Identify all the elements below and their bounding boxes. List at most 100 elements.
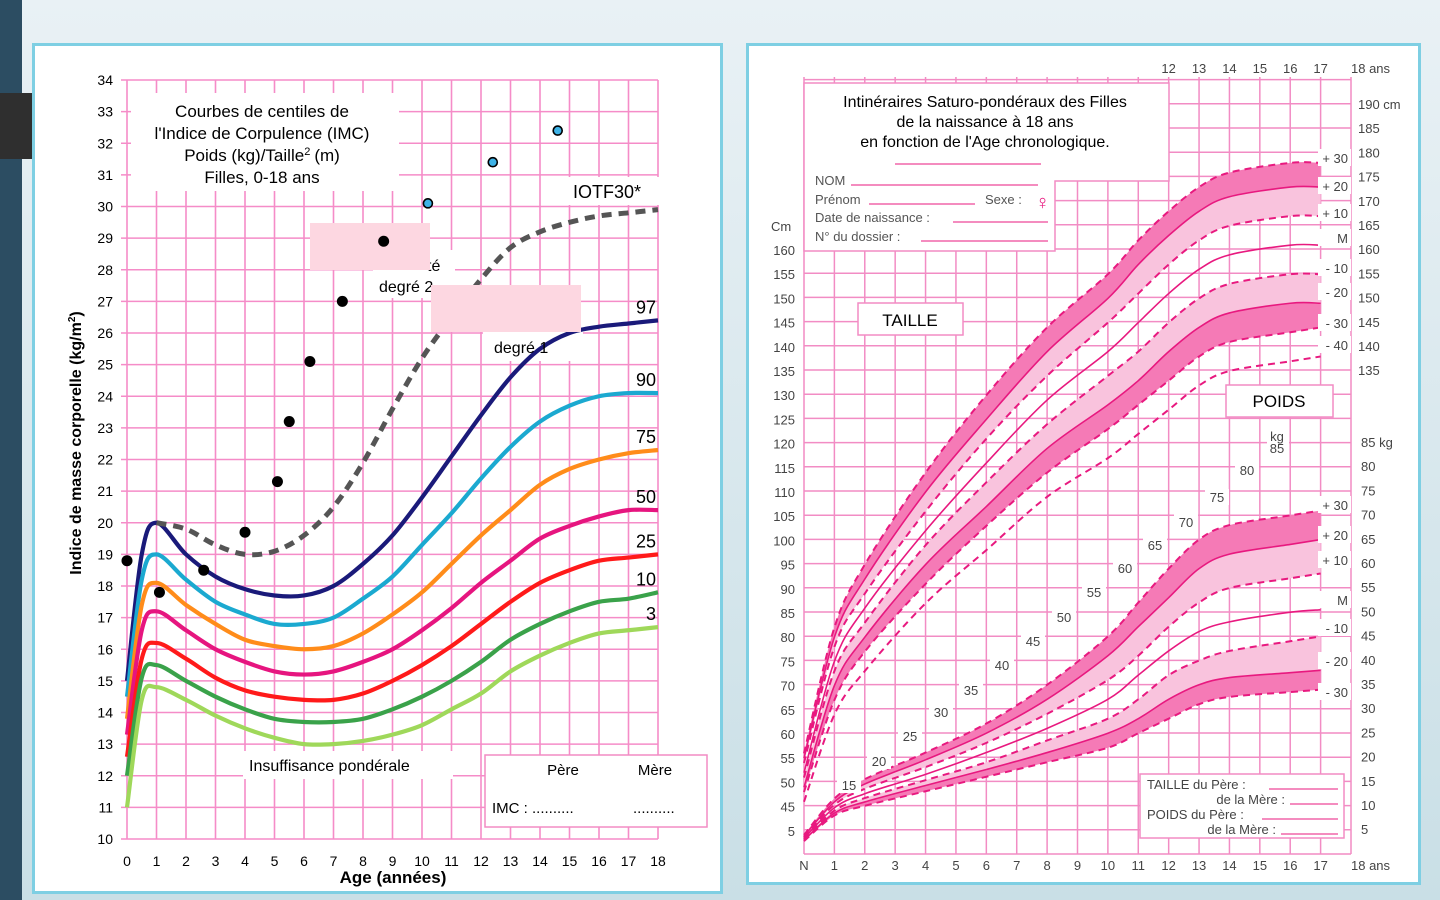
y-right-height-tick: 170 bbox=[1358, 194, 1380, 209]
y-right-weight-tick: 10 bbox=[1361, 798, 1375, 813]
y-right-height-tick: 150 bbox=[1358, 291, 1380, 306]
y-tick-label: 20 bbox=[97, 515, 113, 531]
x-tick-bottom: 5 bbox=[952, 858, 959, 873]
y-tick-label: 31 bbox=[97, 167, 113, 183]
x-tick-label: 17 bbox=[621, 853, 637, 869]
obesity-partial-label: té bbox=[427, 258, 440, 275]
bmi-parents-box bbox=[484, 754, 708, 828]
x-tick-bottom: 17 bbox=[1313, 858, 1327, 873]
growth-title-line-1: Intinéraires Saturo-pondéraux des Filles bbox=[843, 94, 1127, 111]
y-right-height-tick: 140 bbox=[1358, 339, 1380, 354]
bmi-curve-IOTF30 bbox=[155, 207, 659, 558]
x-tick-label: 3 bbox=[212, 853, 220, 869]
poids-box bbox=[1225, 384, 1334, 418]
weight-sd-label: + 30 bbox=[1322, 498, 1348, 513]
y-right-weight-tick: 5 bbox=[1361, 822, 1368, 837]
inner-weight-label: 75 bbox=[1210, 490, 1224, 505]
growth-title-line-2: de la naissance à 18 ans bbox=[896, 114, 1073, 131]
bmi-centile-label: 3 bbox=[646, 604, 656, 624]
y-right-weight-tick: 20 bbox=[1361, 750, 1375, 765]
inner-weight-bg bbox=[1205, 489, 1229, 505]
bmi-centile-label: 75 bbox=[636, 427, 656, 447]
patient-point-blue bbox=[552, 125, 564, 136]
redaction-box-1 bbox=[310, 223, 430, 270]
y-right-weight-tick: 65 bbox=[1361, 532, 1375, 547]
form-dossier-label: N° du dossier : bbox=[815, 229, 900, 244]
y-right-height-tick: 165 bbox=[1358, 218, 1380, 233]
weight-band-plus30-plus20 bbox=[804, 510, 1321, 837]
y-left-tick: 115 bbox=[774, 461, 795, 476]
weight-sd-label: + 10 bbox=[1322, 553, 1348, 568]
x-tick-label: 6 bbox=[300, 853, 308, 869]
sd-label-bg bbox=[1318, 551, 1351, 568]
patient-point-black bbox=[283, 416, 295, 428]
sd-label-bg bbox=[1318, 496, 1351, 513]
y-left-tick: 150 bbox=[773, 291, 795, 306]
y-tick-label: 22 bbox=[97, 452, 113, 468]
y-tick-label: 10 bbox=[97, 831, 113, 847]
sd-label-bg bbox=[1318, 259, 1351, 276]
x-tick-top: 17 bbox=[1313, 61, 1327, 76]
bmi-curve-97 bbox=[124, 318, 659, 682]
underweight-label-bg bbox=[243, 751, 453, 779]
inner-weight-label: 30 bbox=[934, 705, 948, 720]
redaction-box-2 bbox=[431, 285, 581, 332]
bmi-curve-10 bbox=[124, 590, 659, 777]
weight-curve-+30 bbox=[803, 509, 1321, 836]
slide-sidebar-tab bbox=[0, 93, 32, 159]
bmi-centile-label: 10 bbox=[636, 569, 656, 589]
x-tick-top: 13 bbox=[1192, 61, 1206, 76]
y-left-tick: 155 bbox=[773, 267, 795, 282]
bmi-curve-labels: 97 90 75 50 25 10 3 bbox=[636, 297, 656, 624]
y-tick-label: 13 bbox=[97, 736, 113, 752]
y-right-height-tick: 160 bbox=[1358, 242, 1380, 257]
inner-weight-bg bbox=[867, 753, 891, 769]
growth-bands bbox=[804, 162, 1321, 842]
inner-weight-label: 55 bbox=[1087, 585, 1101, 600]
x-tick-bottom: 8 bbox=[1043, 858, 1050, 873]
height-curve--10 bbox=[803, 272, 1321, 778]
height-sd-label: - 10 bbox=[1326, 261, 1348, 276]
inner-weight-label: 15 bbox=[842, 778, 856, 793]
height-sd-label: - 40 bbox=[1326, 338, 1348, 353]
bmi-title-line-3: Poids (kg)/Taille2 (m) bbox=[184, 146, 340, 165]
x-tick-label: 1 bbox=[153, 853, 161, 869]
weight-sd-label: + 20 bbox=[1322, 528, 1348, 543]
y-right-height-tick: 190 cm bbox=[1358, 97, 1401, 112]
inner-weight-bg bbox=[990, 657, 1014, 673]
y-right-height-tick: 175 bbox=[1358, 170, 1380, 185]
inner-weight-bg bbox=[898, 728, 922, 744]
weight-curve-+20 bbox=[803, 538, 1321, 837]
parents-poids-pere: POIDS du Père : bbox=[1147, 807, 1244, 822]
x-tick-label: 0 bbox=[123, 853, 131, 869]
x-tick-bottom: 4 bbox=[922, 858, 929, 873]
height-curve-M bbox=[803, 243, 1321, 773]
patient-point-black bbox=[153, 586, 165, 598]
x-tick-top: 15 bbox=[1253, 61, 1267, 76]
y-left-tick: 130 bbox=[773, 388, 795, 403]
y-left-tick: 75 bbox=[781, 654, 795, 669]
weight-curve-+10 bbox=[803, 572, 1321, 838]
sd-label-bg bbox=[1318, 149, 1351, 166]
patient-point-blue bbox=[487, 156, 499, 168]
height-curve--20 bbox=[803, 301, 1321, 788]
x-tick-label: 16 bbox=[591, 853, 607, 869]
parents-taille-mere: de la Mère : bbox=[1216, 792, 1285, 807]
iotf-label-bg bbox=[565, 177, 659, 205]
inner-weight-label: 35 bbox=[964, 683, 978, 698]
bmi-centile-label: 90 bbox=[636, 370, 656, 390]
x-tick-top: 16 bbox=[1283, 61, 1297, 76]
x-tick-bottom: 18 ans bbox=[1351, 858, 1391, 873]
inner-weight-label: 20 bbox=[872, 754, 886, 769]
bmi-parents-father-header: Père bbox=[547, 762, 579, 779]
weight-sd-label: M bbox=[1337, 593, 1348, 608]
height-curve-+10 bbox=[803, 214, 1321, 764]
y-right-weight-tick: 60 bbox=[1361, 556, 1375, 571]
sd-label-bg bbox=[1318, 591, 1351, 608]
y-left-tick: 55 bbox=[781, 751, 795, 766]
poids-label: POIDS bbox=[1253, 392, 1306, 411]
growth-sd-labels: + 30 + 20 + 10 M - 10 - 20 - 30 - 40 + 30 + 20 + 1… bbox=[1318, 149, 1351, 700]
bmi-curve-25 bbox=[124, 552, 659, 758]
sd-label-bg bbox=[1318, 619, 1351, 636]
height-sd-label: + 20 bbox=[1322, 179, 1348, 194]
